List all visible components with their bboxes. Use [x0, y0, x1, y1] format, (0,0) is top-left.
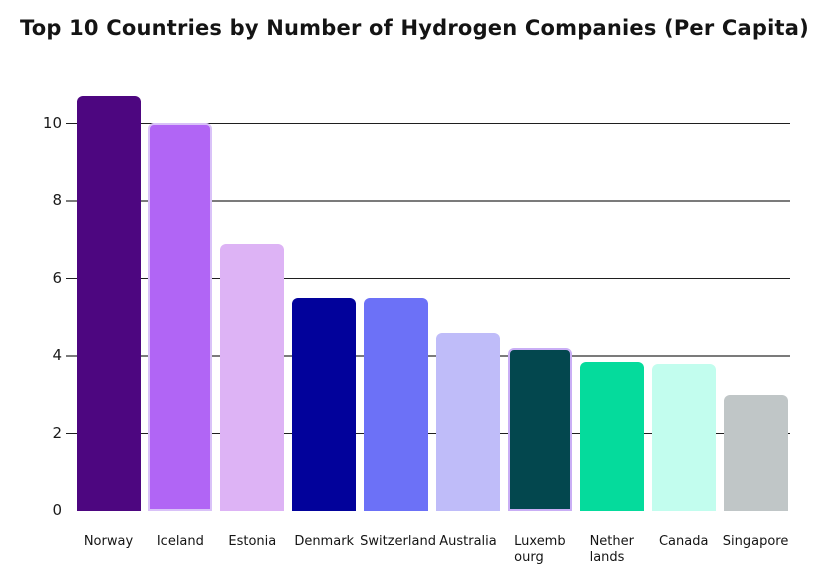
x-axis-label-text: Estonia: [228, 534, 277, 549]
x-axis-label-text: Singapore: [722, 534, 789, 549]
chart-title: Top 10 Countries by Number of Hydrogen C…: [20, 16, 809, 40]
bar-norway: [76, 96, 141, 511]
bar-estonia: [220, 244, 285, 511]
x-axis-label-luxembourg: Luxemb ourg: [504, 534, 576, 566]
x-axis-label-singapore: Singapore: [720, 534, 792, 550]
y-axis-tick-label-4: 4: [52, 346, 62, 364]
bar-australia: [436, 333, 500, 511]
x-axis-label-iceland: Iceland: [144, 534, 216, 550]
bar-iceland: [148, 123, 213, 511]
y-axis-tick-label-0: 0: [52, 501, 62, 519]
x-axis-label-text: Iceland: [156, 534, 204, 549]
x-axis-label-australia: Australia: [432, 534, 504, 550]
bar-canada: [651, 364, 716, 511]
x-axis-label-text: Luxemb ourg: [514, 534, 566, 565]
bar-luxembourg: [507, 348, 572, 511]
x-axis-label-text: Switzerland: [360, 534, 436, 549]
x-axis-label-netherlands: Nether lands: [576, 534, 648, 566]
y-axis-tick-label-8: 8: [52, 191, 62, 209]
x-axis-label-text: Norway: [83, 534, 134, 549]
bar-netherlands: [579, 362, 644, 511]
x-axis-label-denmark: Denmark: [288, 534, 360, 550]
bar-switzerland: [364, 298, 429, 511]
x-axis-label-switzerland: Switzerland: [360, 534, 436, 550]
x-axis-label-estonia: Estonia: [216, 534, 288, 550]
bar-denmark: [292, 298, 357, 511]
gridline-6: [66, 278, 790, 279]
x-axis-label-canada: Canada: [648, 534, 720, 550]
x-axis-label-text: Nether lands: [589, 534, 634, 565]
y-axis-tick-label-6: 6: [52, 268, 62, 287]
y-axis-tick-label-2: 2: [52, 423, 62, 442]
x-axis-label-text: Canada: [658, 534, 709, 549]
gridline-10: [66, 123, 790, 124]
x-axis-label-norway: Norway: [73, 534, 145, 550]
x-axis-label-text: Denmark: [294, 534, 355, 549]
y-axis-tick-label-10: 10: [42, 113, 62, 132]
bar-singapore: [723, 395, 788, 511]
x-axis-label-text: Australia: [439, 534, 497, 549]
gridline-8: [66, 200, 790, 202]
